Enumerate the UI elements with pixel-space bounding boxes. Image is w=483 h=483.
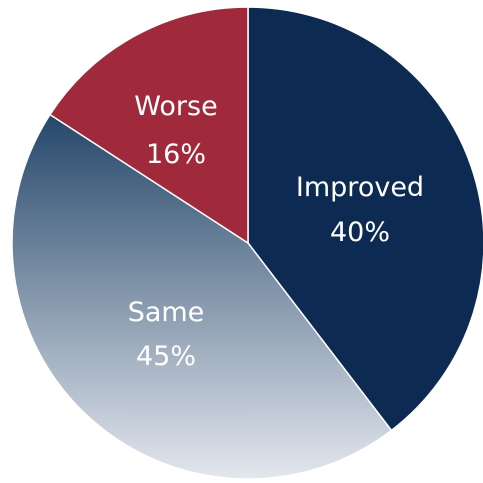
slice-label-improved: Improved 40% <box>296 172 424 248</box>
slice-label-same: Same 45% <box>128 297 205 372</box>
slice-label-same-value: 45% <box>136 341 196 372</box>
slice-label-improved-name: Improved <box>296 172 424 203</box>
pie-slice-improved <box>247 6 483 432</box>
slice-label-worse: Worse 16% <box>134 91 217 170</box>
pie-slice-same <box>11 113 393 480</box>
slice-label-same-name: Same <box>128 297 205 328</box>
slice-label-worse-name: Worse <box>134 91 217 122</box>
pie-slice-worse <box>48 6 249 245</box>
pie-slices <box>11 6 483 480</box>
slice-label-worse-value: 16% <box>146 139 206 170</box>
slice-label-improved-value: 40% <box>330 217 390 248</box>
